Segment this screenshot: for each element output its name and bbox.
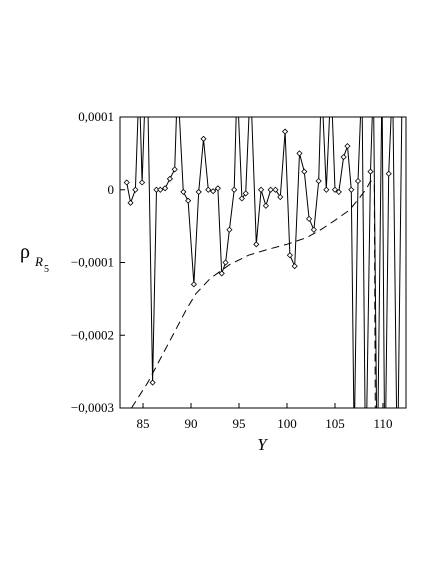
point-marker — [282, 128, 289, 135]
point-marker — [291, 263, 298, 270]
series-line — [126, 117, 403, 408]
point-marker — [258, 186, 265, 193]
point-marker — [226, 226, 233, 233]
point-marker — [222, 259, 229, 266]
point-marker — [319, 78, 324, 83]
point-marker — [190, 281, 197, 288]
point-marker — [238, 195, 245, 202]
point-marker — [380, 78, 385, 83]
point-marker — [235, 78, 240, 83]
y-tick-label: −0,0002 — [71, 327, 114, 342]
point-marker — [185, 197, 192, 204]
point-marker — [205, 186, 212, 193]
point-marker — [248, 78, 253, 83]
point-marker — [301, 168, 308, 175]
point-marker — [267, 186, 274, 193]
point-marker — [296, 150, 303, 157]
point-marker — [242, 190, 249, 197]
point-marker — [375, 478, 380, 483]
point-marker — [210, 188, 217, 195]
point-marker — [382, 478, 387, 483]
point-marker — [352, 442, 357, 447]
point-marker — [400, 78, 405, 83]
x-tick-label: 110 — [373, 416, 392, 431]
point-marker — [132, 186, 139, 193]
x-tick-label: 90 — [185, 416, 198, 431]
point-marker — [340, 153, 347, 161]
point-marker — [385, 170, 392, 177]
point-marker — [180, 188, 187, 195]
point-marker — [348, 186, 355, 193]
point-marker — [166, 175, 173, 182]
series-line — [131, 180, 376, 408]
point-marker — [253, 241, 260, 248]
point-marker — [310, 226, 317, 233]
y-tick-label: −0,0001 — [71, 255, 114, 270]
point-marker — [315, 177, 322, 185]
y-axis-sub: R — [34, 254, 43, 269]
x-tick-label: 85 — [137, 416, 150, 431]
y-tick-label: 0 — [108, 182, 115, 197]
point-marker — [272, 186, 279, 193]
y-axis-subsub: 5 — [44, 264, 49, 275]
x-axis-label: Y — [257, 435, 268, 454]
plot-area — [123, 42, 405, 483]
point-marker — [231, 186, 238, 193]
point-marker — [323, 186, 330, 193]
point-marker — [277, 193, 284, 201]
point-marker — [195, 188, 202, 195]
x-tick-label: 100 — [277, 416, 297, 431]
y-tick-label: −0,0003 — [71, 400, 114, 415]
point-marker — [367, 168, 374, 175]
x-tick-label: 95 — [233, 416, 246, 431]
point-marker — [171, 166, 178, 173]
point-marker — [262, 202, 269, 209]
point-marker — [344, 143, 351, 150]
y-axis-symbol: ρ — [20, 241, 30, 263]
point-marker — [354, 177, 362, 185]
point-marker — [144, 42, 149, 47]
point-marker — [218, 270, 225, 277]
point-marker — [335, 188, 342, 195]
point-marker — [390, 78, 395, 83]
point-marker — [149, 379, 156, 386]
point-marker — [137, 78, 142, 83]
point-marker — [363, 478, 368, 483]
point-marker — [395, 478, 400, 483]
y-tick-label: 0,0001 — [78, 109, 114, 124]
point-marker — [306, 215, 313, 222]
point-marker — [162, 185, 169, 192]
point-marker — [139, 179, 146, 186]
point-marker — [123, 179, 130, 186]
x-tick-label: 105 — [325, 416, 345, 431]
point-marker — [329, 78, 334, 83]
point-marker — [157, 186, 164, 193]
point-marker — [331, 186, 339, 193]
point-marker — [371, 78, 376, 83]
point-marker — [175, 78, 180, 83]
point-marker — [286, 252, 293, 259]
point-marker — [127, 199, 134, 206]
point-marker — [214, 185, 221, 192]
point-marker — [359, 78, 364, 83]
point-marker — [200, 135, 207, 142]
